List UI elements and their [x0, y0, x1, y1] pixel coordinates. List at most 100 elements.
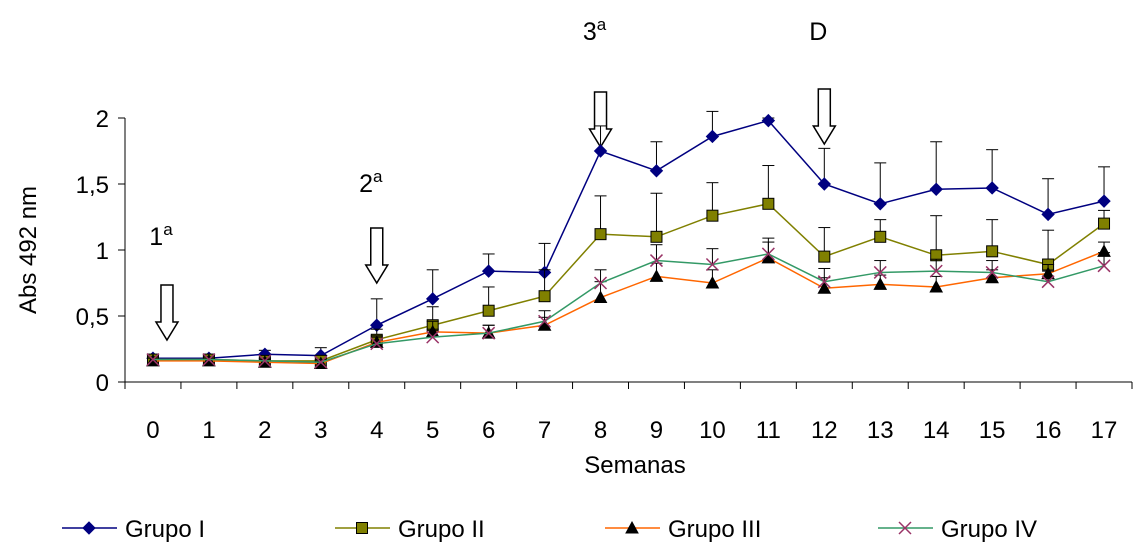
- x-tick-label: 9: [650, 417, 663, 444]
- data-point: [482, 326, 496, 340]
- x-tick-label: 14: [923, 417, 950, 444]
- data-point: [929, 264, 943, 278]
- data-point: [425, 292, 440, 306]
- annotation-arrow: [364, 227, 390, 285]
- data-point: [986, 245, 999, 258]
- data-point: [762, 197, 775, 210]
- annotation-label-main: 3: [583, 18, 597, 46]
- legend-label: Grupo IV: [941, 516, 1037, 543]
- annotation-label-main: 1: [149, 223, 163, 251]
- data-point: [481, 264, 496, 278]
- y-tick-label: 2: [96, 106, 109, 133]
- x-tick-label: 6: [482, 417, 495, 444]
- data-point: [649, 269, 664, 282]
- x-tick-label: 1: [202, 417, 215, 444]
- data-point: [538, 314, 552, 328]
- annotation-label-superscript: a: [163, 220, 173, 239]
- data-point: [593, 290, 608, 304]
- data-point: [985, 181, 999, 195]
- legend-label: Grupo III: [668, 516, 761, 543]
- x-tick-label: 2: [258, 417, 271, 444]
- data-point: [1041, 275, 1055, 289]
- legend-marker: [625, 520, 639, 534]
- x-tick-label: 11: [756, 417, 781, 444]
- data-point: [538, 290, 551, 303]
- data-point: [817, 281, 832, 294]
- data-point: [1097, 194, 1111, 208]
- data-point: [650, 230, 663, 243]
- x-tick-label: 8: [594, 417, 607, 444]
- data-point: [594, 228, 607, 241]
- annotation-label-main: 2: [359, 170, 373, 198]
- data-point: [426, 330, 440, 344]
- x-tick-label: 17: [1091, 417, 1118, 444]
- x-tick-label: 15: [979, 417, 1006, 444]
- series-line: [152, 250, 1105, 365]
- annotation-label: 3a: [583, 15, 607, 46]
- data-point: [705, 275, 720, 289]
- data-point: [1041, 207, 1055, 222]
- legend-label: Grupo I: [125, 516, 205, 543]
- data-point: [761, 113, 776, 128]
- y-tick-label: 0,5: [76, 304, 109, 331]
- series-layer: [146, 110, 1111, 370]
- data-point: [929, 182, 943, 196]
- data-point: [482, 304, 495, 317]
- legend-item: Grupo IV: [878, 516, 1037, 543]
- data-point: [874, 230, 887, 243]
- x-tick-label: 0: [146, 417, 159, 444]
- data-point: [706, 209, 719, 222]
- x-tick-label: 13: [867, 417, 894, 444]
- y-axis-title: Abs 492 nm: [15, 186, 42, 314]
- series-line: [152, 253, 1105, 363]
- data-point: [985, 265, 999, 279]
- legend-item: Grupo III: [605, 516, 761, 543]
- annotation-label-superscript: a: [597, 15, 607, 34]
- data-point: [314, 355, 328, 369]
- data-point: [818, 250, 831, 263]
- y-tick-label: 1: [96, 238, 109, 265]
- series-line: [152, 202, 1105, 362]
- y-tick-label: 1,5: [76, 172, 109, 199]
- x-axis-title: Semanas: [584, 452, 685, 479]
- y-tick-label: 0: [96, 370, 109, 397]
- data-point: [1097, 259, 1111, 273]
- legend-label: Grupo II: [398, 516, 485, 543]
- x-tick-label: 4: [370, 417, 383, 444]
- legend-marker: [898, 521, 912, 535]
- data-point: [873, 277, 888, 290]
- x-tick-label: 12: [811, 417, 838, 444]
- data-point: [817, 177, 832, 191]
- data-point: [929, 279, 944, 293]
- x-tick-label: 3: [314, 417, 327, 444]
- data-point: [258, 354, 272, 368]
- annotation-label: 1a: [149, 220, 173, 251]
- data-point: [649, 164, 664, 178]
- legend: Grupo I Grupo II Grupo III Grupo IV: [62, 516, 1037, 543]
- data-point: [370, 337, 384, 351]
- data-point: [817, 275, 831, 289]
- annotation-label: D: [809, 18, 827, 46]
- annotation-label-superscript: a: [373, 167, 383, 186]
- data-point: [1098, 217, 1111, 230]
- x-tick-label: 16: [1035, 417, 1062, 444]
- legend-marker: [82, 521, 96, 535]
- data-point: [705, 257, 719, 272]
- axes: 00,511,520 1 2 3 4 5 6 7 8 9 10 11 12 13 14 15 16 17Seman…: [15, 106, 1133, 479]
- legend-marker: [356, 522, 368, 534]
- x-tick-label: 7: [538, 417, 551, 444]
- data-point: [593, 276, 608, 290]
- annotation-arrow: [588, 91, 613, 149]
- data-point: [761, 247, 775, 261]
- data-point: [649, 254, 664, 268]
- x-tick-label: 5: [426, 417, 439, 444]
- annotation-label: 2a: [359, 167, 383, 198]
- annotation-arrow: [154, 284, 180, 342]
- annotation-label-main: D: [809, 18, 827, 46]
- data-point: [873, 265, 887, 279]
- data-point: [146, 353, 160, 367]
- series-3: [146, 237, 1111, 369]
